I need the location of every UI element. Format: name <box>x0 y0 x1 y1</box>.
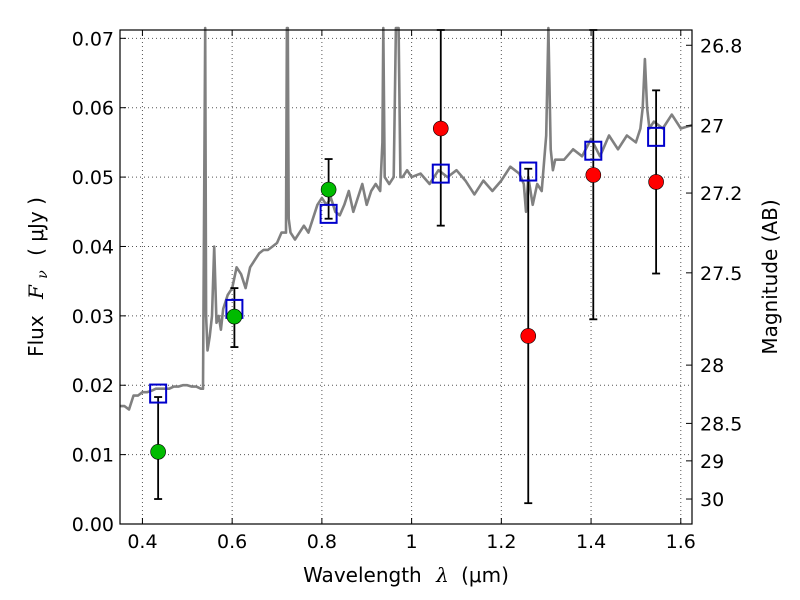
model-point <box>319 203 338 224</box>
errorbars <box>154 29 661 505</box>
y-tick-label: 0.05 <box>72 167 114 189</box>
x-axis-label: Wavelength λ (μm) <box>303 563 509 587</box>
axis-ticks: 0.4 0.6 0.8 1 1.2 1.4 1.6 0.00 0.01 0.02 0.03 0.04 0… <box>72 28 743 553</box>
x-tick-label: 0.8 <box>307 531 337 553</box>
x-tick-label: 1.2 <box>486 531 516 553</box>
y2-tick-label: 26.8 <box>700 35 742 57</box>
red-point <box>520 328 537 344</box>
x-tick-label: 1.4 <box>576 531 606 553</box>
x-axis-label-units: (μm) <box>461 563 509 587</box>
y-tick-label: 0.04 <box>72 236 114 258</box>
y2-tick-label: 27.5 <box>700 263 742 285</box>
y2-tick-label: 28.5 <box>700 413 742 435</box>
green-point <box>226 308 243 325</box>
model-point <box>431 163 450 184</box>
plot-frame <box>119 29 693 525</box>
y-tick-label: 0.01 <box>72 445 114 467</box>
y2-tick-label: 28 <box>700 355 724 377</box>
x-tick-label: 0.4 <box>127 531 157 553</box>
y-axis-label: Flux F ν ( μJy ) <box>24 197 52 357</box>
model-point <box>519 161 538 182</box>
y-tick-label: 0.07 <box>72 28 114 50</box>
y-axis-label-symbol: F <box>24 284 48 300</box>
y2-tick-label: 27 <box>700 116 724 138</box>
y2-tick-label: 30 <box>700 489 724 511</box>
y-tick-label: 0.00 <box>72 514 114 536</box>
y-tick-label: 0.06 <box>72 98 114 120</box>
green-point <box>320 181 337 198</box>
y-tick-label: 0.02 <box>72 375 114 397</box>
x-axis-label-prefix: Wavelength <box>303 563 422 587</box>
model-point <box>647 126 666 147</box>
red-point <box>432 120 449 137</box>
y2-axis-label: Magnitude (AB) <box>758 199 782 354</box>
y-axis-label-subscript: ν <box>35 270 51 279</box>
y-tick-label: 0.03 <box>72 306 114 328</box>
y2-tick-label: 27.2 <box>700 183 742 205</box>
x-tick-label: 0.6 <box>217 531 247 553</box>
x-axis-label-symbol: λ <box>435 563 449 587</box>
y-axis-label-units: ( μJy ) <box>24 197 48 256</box>
model-point <box>584 140 603 161</box>
green-point <box>150 444 166 460</box>
y-axis-label-prefix: Flux <box>24 315 48 357</box>
red-point <box>585 167 602 183</box>
red-point <box>648 174 664 190</box>
y2-tick-label: 29 <box>700 451 724 473</box>
x-tick-label: 1 <box>406 531 418 553</box>
spectrum-series <box>120 26 693 411</box>
markers <box>149 120 666 460</box>
spectrum-line <box>120 26 693 411</box>
model-point <box>149 383 168 404</box>
x-tick-label: 1.6 <box>666 531 696 553</box>
